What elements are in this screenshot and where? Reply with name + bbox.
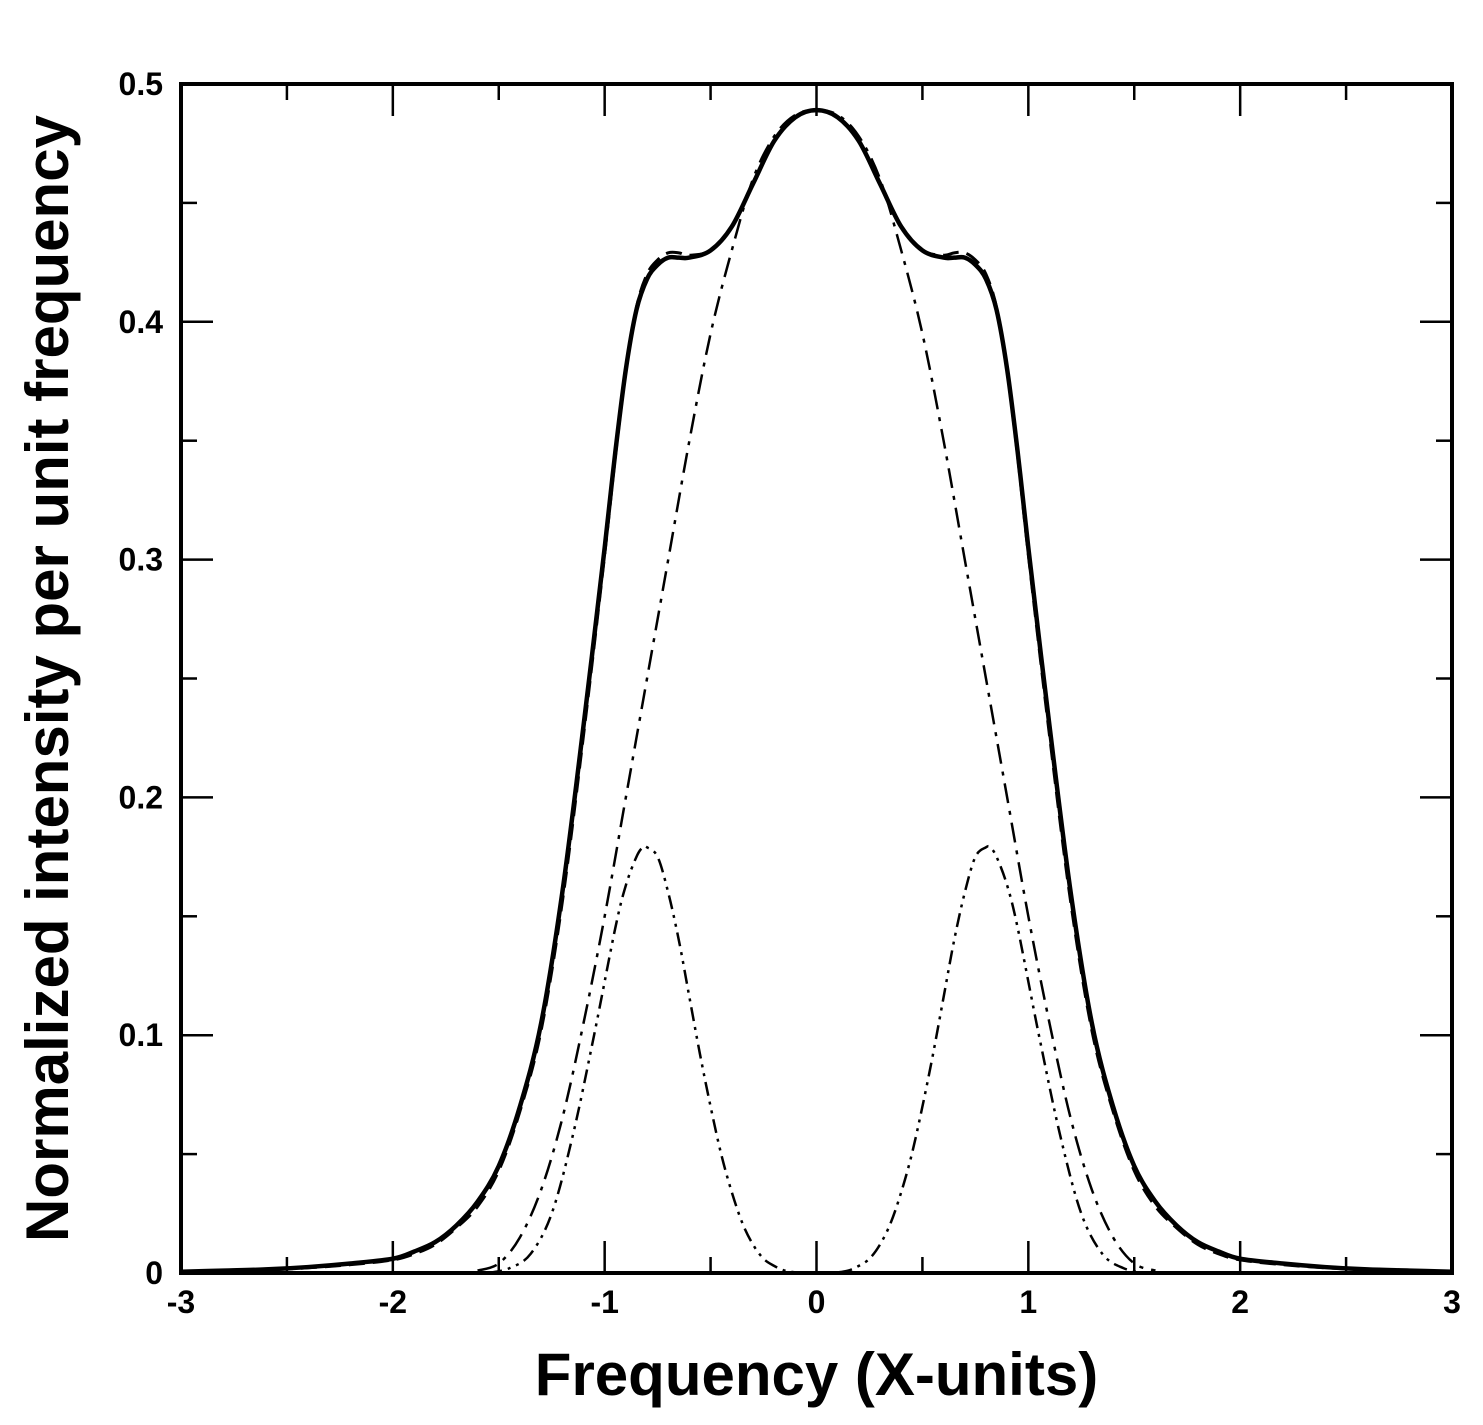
series-line-dash-dot (477, 108, 1156, 1272)
x-tick-label: 0 (808, 1284, 826, 1320)
series-group (180, 107, 1453, 1275)
x-tick-label: 3 (1443, 1284, 1461, 1320)
x-axis-title: Frequency (X-units) (535, 1341, 1098, 1408)
y-tick-label: 0.4 (119, 304, 164, 340)
tick-labels: -3 -2 -1 0 1 2 3 0 0.1 0.2 0.3 0.4 0.5 (119, 66, 1461, 1320)
series-line-dash-dot-dot (487, 844, 1146, 1275)
y-tick-label: 0.1 (119, 1017, 163, 1053)
x-tick-label: -3 (167, 1284, 195, 1320)
y-tick-label: 0.2 (119, 779, 163, 815)
y-tick-label: 0.5 (119, 66, 163, 102)
y-tick-label: 0 (145, 1255, 163, 1291)
x-tick-label: -2 (379, 1284, 407, 1320)
y-tick-label: 0.3 (119, 542, 163, 578)
x-tick-label: -1 (590, 1284, 618, 1320)
x-tick-label: 2 (1231, 1284, 1249, 1320)
y-axis-title: Normalized intensity per unit frequency (14, 114, 81, 1242)
plot-frame (179, 82, 1454, 1275)
x-tick-label: 1 (1019, 1284, 1037, 1320)
